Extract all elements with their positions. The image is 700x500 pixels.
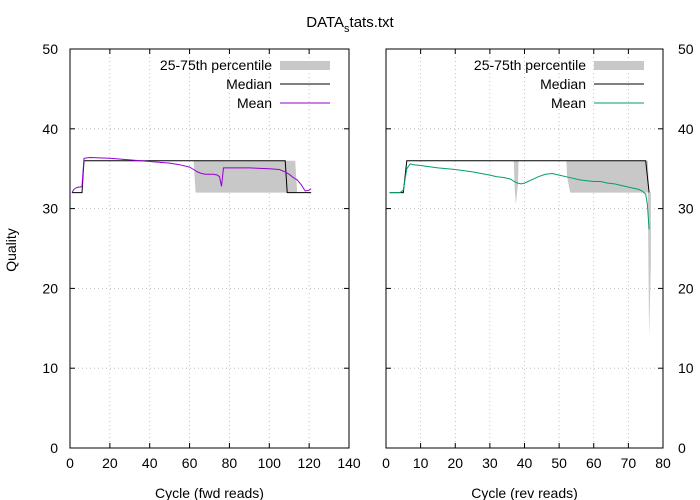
chart-title-main: DATA	[306, 14, 345, 31]
right-y-tick-label: 0	[678, 440, 686, 456]
right-x-tick-label: 0	[382, 455, 390, 471]
left-y-tick-label: 20	[42, 280, 58, 296]
right-legend-label: 25-75th percentile	[474, 57, 586, 73]
right-legend-swatch-percentile	[594, 61, 644, 70]
right-x-tick-label: 30	[482, 455, 498, 471]
right-percentile-band	[389, 160, 651, 337]
right-y-tick-label: 50	[678, 41, 694, 57]
right-plot-frame	[385, 48, 664, 449]
left-legend-label: Median	[226, 76, 272, 92]
right-x-tick-label: 10	[413, 455, 429, 471]
right-legend-label: Median	[540, 76, 586, 92]
left-plot-frame	[69, 48, 350, 449]
chart-title-rest: tats.txt	[349, 14, 394, 31]
right-y-tick-label: 10	[678, 360, 694, 376]
left-percentile-band	[72, 160, 312, 193]
right-x-tick-label: 40	[517, 455, 533, 471]
chart-title: DATAstats.txt	[0, 14, 700, 35]
left-x-tick-label: 0	[66, 455, 74, 471]
left-x-tick-label: 100	[258, 455, 282, 471]
right-y-tick-label: 40	[678, 121, 694, 137]
left-x-tick-label: 40	[142, 455, 158, 471]
right-x-tick-label: 20	[447, 455, 463, 471]
chart-title-subscript: s	[344, 23, 350, 35]
left-x-axis-label: Cycle (fwd reads)	[155, 485, 264, 500]
right-x-tick-label: 60	[586, 455, 602, 471]
y-axis-label: Quality	[3, 228, 19, 272]
right-y-tick-label: 20	[678, 280, 694, 296]
panel-fwd-reads: 0 20 40 60 80 100 120 140 0 10 20 30 40 50 Cycle (fwd …	[42, 41, 360, 500]
right-x-tick-label: 50	[551, 455, 567, 471]
right-x-tick-label: 80	[655, 455, 671, 471]
left-x-tick-label: 140	[337, 455, 361, 471]
left-y-tick-label: 0	[50, 440, 58, 456]
left-y-tick-label: 50	[42, 41, 58, 57]
left-y-tick-label: 30	[42, 201, 58, 217]
left-y-tick-label: 10	[42, 360, 58, 376]
left-legend-label: 25-75th percentile	[160, 57, 272, 73]
right-legend-label: Mean	[551, 95, 586, 111]
left-series-median	[72, 160, 312, 194]
left-y-tick-label: 40	[42, 121, 58, 137]
right-series-mean	[389, 163, 650, 230]
left-x-tick-label: 20	[102, 455, 118, 471]
right-x-tick-label: 70	[621, 455, 637, 471]
left-x-tick-label: 80	[222, 455, 238, 471]
left-series-mean	[71, 156, 312, 193]
left-legend-swatch-percentile	[280, 61, 330, 70]
right-y-tick-label: 30	[678, 201, 694, 217]
panel-rev-reads: 0 10 20 30 40 50 60 70 80 0 10 20 30 40 50 Cycle (rev r…	[382, 41, 694, 500]
left-x-tick-label: 60	[182, 455, 198, 471]
left-x-tick-label: 120	[297, 455, 321, 471]
right-x-axis-label: Cycle (rev reads)	[471, 485, 578, 500]
left-legend-label: Mean	[237, 95, 272, 111]
